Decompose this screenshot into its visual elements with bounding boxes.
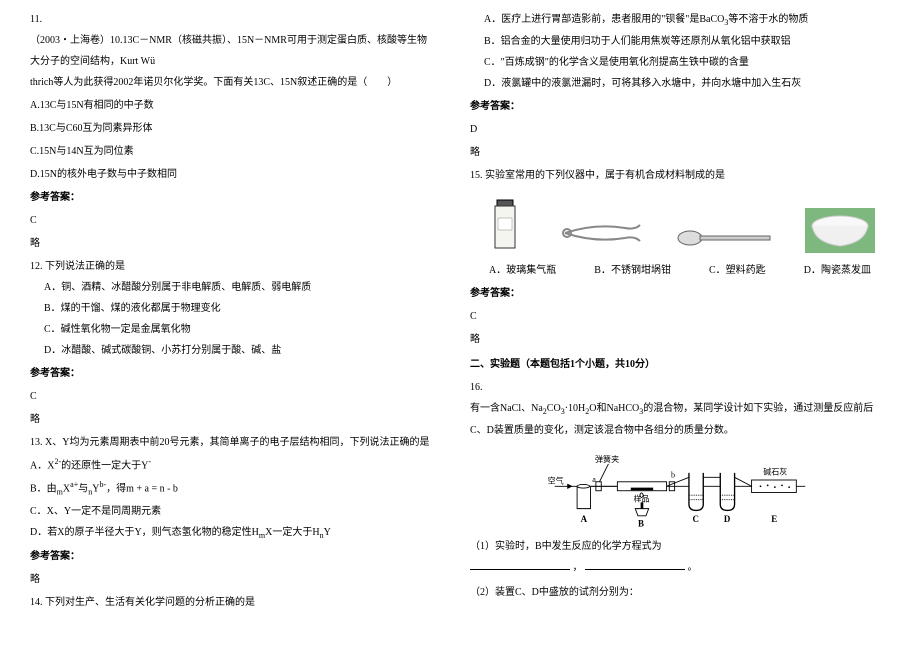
q16-p1b: ，	[573, 562, 583, 573]
q16-p1: （1）实验时，B中发生反应的化学方程式为	[470, 537, 890, 556]
dish-icon	[805, 208, 875, 253]
diag-lime: 碱石灰	[763, 467, 787, 477]
q16-p1-text: （1）实验时，B中发生反应的化学方程式为	[470, 541, 662, 552]
q15-optA: A．玻璃集气瓶	[489, 261, 556, 280]
q14-optC: C．"百炼成钢"的化学含义是使用氧化剂提高生铁中碳的含量	[470, 53, 890, 72]
diag-E: E	[771, 514, 777, 524]
q14-ans: D	[470, 120, 890, 139]
q13-optC: C．X、Y一定不是同周期元素	[30, 502, 450, 521]
q11-num: 11.	[30, 10, 450, 29]
q13-optB: B．由mXa+与nYb-，得m + a = n - b	[30, 477, 450, 500]
q16-p2: （2）装置C、D中盛放的试剂分别为：	[470, 583, 890, 602]
q11-intro1: （2003・上海卷）10.13C－NMR（核磁共振）、15N－NMR可用于测定蛋…	[30, 31, 450, 50]
q14-ans-label: 参考答案：	[470, 97, 890, 116]
q13-optB-tail: ，得m + a = n - b	[106, 484, 178, 495]
q14-optD: D．液氯罐中的液氯泄漏时，可将其移入水塘中，并向水塘中加入生石灰	[470, 74, 890, 93]
q11-optD: D.15N的核外电子数与中子数相同	[30, 165, 450, 184]
q12-ans: C	[30, 387, 450, 406]
q14-optA: A．医疗上进行胃部造影前，患者服用的"钡餐"是BaCO3等不溶于水的物质	[470, 10, 890, 30]
q11-ans: C	[30, 211, 450, 230]
q14-optB: B．铝合金的大量使用归功于人们能用焦炭等还原剂从氧化铝中获取铝	[470, 32, 890, 51]
q12-optC: C．碱性氧化物一定是金属氧化物	[30, 320, 450, 339]
q15-optB: B．不锈钢坩埚钳	[594, 261, 671, 280]
q13-num: 13. X、Y均为元素周期表中前20号元素，其简单离子的电子层结构相同，下列说法…	[30, 433, 450, 452]
q16-p1-blanks: ， 。	[470, 558, 890, 577]
q11-optB: B.13C与C60互为同素异形体	[30, 119, 450, 138]
q14-num: 14. 下列对生产、生活有关化学问题的分析正确的是	[30, 593, 450, 612]
q13-optD-tail: Y	[324, 527, 331, 538]
q13-optB-sup1: a+	[70, 480, 78, 489]
q16-i1-pre: 有一含NaCl、Na	[470, 403, 543, 414]
q15-ans: C	[470, 307, 890, 326]
q13-optA-pre: A．X	[30, 460, 54, 471]
q16-i1-tail: 的混合物，某同学设计如下实验，通过测量反应前后	[643, 403, 873, 414]
diag-sample: 样品	[633, 494, 649, 504]
q15-lue: 略	[470, 330, 890, 349]
q16-i1-m3: O和NaHCO	[589, 403, 639, 414]
q15-images	[470, 193, 890, 253]
q13-optA-sup2: -	[148, 457, 151, 466]
q15-ans-label: 参考答案：	[470, 284, 890, 303]
q13-optB-and: 与	[78, 484, 88, 495]
q16-i1-m2: ·10H	[565, 403, 586, 414]
q13-lue: 略	[30, 570, 450, 589]
q13-optD-mid: X一定大于H	[265, 527, 319, 538]
q12-optA: A．铜、酒精、冰醋酸分别属于非电解质、电解质、弱电解质	[30, 278, 450, 297]
blank-1	[470, 558, 570, 570]
q12-lue: 略	[30, 410, 450, 429]
q14-optA-tail: 等不溶于水的物质	[728, 14, 808, 25]
q11-optA: A.13C与15N有相同的中子数	[30, 96, 450, 115]
q16-intro1: 有一含NaCl、Na2CO3·10H2O和NaHCO3的混合物，某同学设计如下实…	[470, 399, 890, 419]
q11-intro2: 大分子的空间结构，Kurt Wü	[30, 52, 450, 71]
blank-2	[585, 558, 685, 570]
diag-b: b	[671, 471, 675, 480]
bottle-icon	[485, 198, 525, 253]
q13-optD-pre: D．若X的原子半径大于Y，则气态氢化物的稳定性H	[30, 527, 259, 538]
q13-optA-mid: 的还原性一定大于Y	[61, 460, 148, 471]
q16-i1-m1: CO	[547, 403, 561, 414]
diag-air: 空气	[548, 476, 564, 486]
q13-optA: A．X2-的还原性一定大于Y-	[30, 454, 450, 475]
diag-D: D	[724, 514, 731, 524]
q15-num: 15. 实验室常用的下列仪器中，属于有机合成材料制成的是	[470, 166, 890, 185]
section2-title: 二、实验题（本题包括1个小题，共10分）	[470, 355, 890, 374]
q13-optB-pre: B．由	[30, 484, 57, 495]
q14-lue: 略	[470, 143, 890, 162]
q12-optD: D．冰醋酸、碱式碳酸铜、小苏打分别属于酸、碱、盐	[30, 341, 450, 360]
diag-C: C	[693, 514, 699, 524]
q16-p1c: 。	[688, 562, 698, 573]
diag-A: A	[581, 514, 588, 524]
q15-optC: C．塑料药匙	[709, 261, 766, 280]
q16-diagram: 空气 弹簧夹 a A 样品 B b C D	[540, 446, 820, 531]
diag-spring: 弹簧夹	[595, 454, 619, 464]
q15-options: A．玻璃集气瓶 B．不锈钢坩埚钳 C．塑料药匙 D．陶瓷蒸发皿	[470, 261, 890, 280]
q11-intro3: thrich等人为此获得2002年诺贝尔化学奖。下面有关13C、15N叙述正确的…	[30, 73, 450, 92]
q11-optC: C.15N与14N互为同位素	[30, 142, 450, 161]
q16-intro2: C、D装置质量的变化，测定该混合物中各组分的质量分数。	[470, 421, 890, 440]
q14-optA-pre: A．医疗上进行胃部造影前，患者服用的"钡餐"是BaCO	[484, 14, 724, 25]
q11-lue: 略	[30, 234, 450, 253]
q12-optB: B．煤的干馏、煤的液化都属于物理变化	[30, 299, 450, 318]
spoon-icon	[675, 223, 775, 253]
diag-B: B	[638, 519, 644, 529]
q15-optD: D．陶瓷蒸发皿	[804, 261, 871, 280]
right-column: A．医疗上进行胃部造影前，患者服用的"钡餐"是BaCO3等不溶于水的物质 B．铝…	[460, 10, 900, 641]
q13-ans-label: 参考答案：	[30, 547, 450, 566]
q11-ans-label: 参考答案：	[30, 188, 450, 207]
q12-ans-label: 参考答案：	[30, 364, 450, 383]
tongs-icon	[555, 213, 645, 253]
q12-num: 12. 下列说法正确的是	[30, 257, 450, 276]
q13-optD: D．若X的原子半径大于Y，则气态氢化物的稳定性HmX一定大于HnY	[30, 523, 450, 543]
q16-num: 16.	[470, 378, 890, 397]
left-column: 11. （2003・上海卷）10.13C－NMR（核磁共振）、15N－NMR可用…	[20, 10, 460, 641]
